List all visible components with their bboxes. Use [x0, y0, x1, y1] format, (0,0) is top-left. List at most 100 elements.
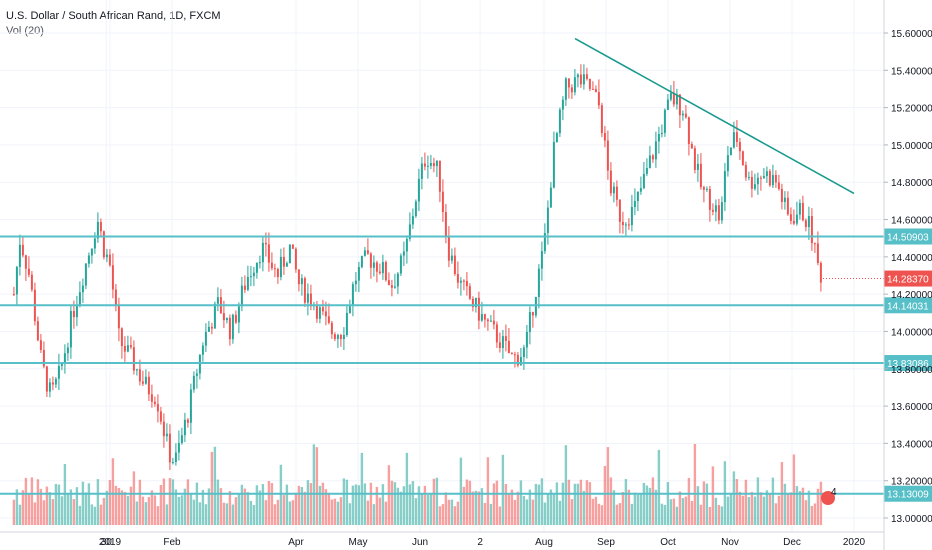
volume-bar [405, 452, 409, 525]
candle-body [483, 314, 486, 320]
volume-bar [81, 481, 85, 525]
candle-body [294, 248, 297, 270]
volume-bar [51, 499, 55, 525]
volume-bar [207, 488, 211, 525]
volume-bar [786, 493, 790, 525]
y-tick-label: 13.40000 [891, 439, 932, 450]
volume-bar [510, 489, 514, 525]
volume-bar [531, 499, 535, 525]
candle-body [519, 357, 522, 366]
volume-bar [771, 477, 775, 525]
candle-body [381, 262, 384, 274]
candle-body [291, 244, 294, 249]
volume-bars [12, 443, 823, 525]
candle-body [633, 201, 636, 208]
candle-body [537, 268, 540, 297]
volume-bar [657, 449, 661, 525]
volume-bar [666, 482, 670, 525]
y-tick-label: 13.20000 [891, 477, 932, 488]
level-label: 14.14031 [887, 301, 929, 312]
volume-bar [159, 485, 163, 525]
candle-body [69, 310, 72, 348]
volume-bar [141, 496, 145, 525]
candle-body [165, 433, 168, 437]
level-label: 13.13009 [887, 490, 929, 501]
volume-bar [150, 490, 154, 525]
volume-bar [618, 503, 622, 525]
level-label: 14.50903 [887, 233, 929, 244]
volume-bar [708, 506, 712, 525]
x-tick-label: Jun [412, 537, 428, 548]
volume-bar [384, 501, 388, 525]
candle-body [750, 176, 753, 189]
volume-bar [672, 498, 676, 525]
candle-body [786, 197, 789, 215]
candle-body [411, 216, 414, 225]
candle-body [387, 280, 390, 286]
volume-bar [438, 506, 442, 525]
volume-bar [795, 486, 799, 525]
trendline[interactable] [574, 37, 855, 195]
volume-bar [327, 492, 331, 525]
candle-body [579, 74, 582, 85]
volume-bar [357, 485, 361, 525]
last-price-badge [884, 270, 932, 287]
candle-body [111, 265, 114, 290]
candle-body [237, 306, 240, 323]
volume-bar [633, 492, 637, 525]
volume-bar [507, 493, 511, 525]
x-tick-label: Dec [783, 537, 801, 548]
candle-body [468, 286, 471, 299]
x-tick-label: Sep [597, 537, 615, 548]
price-axis: 15.60000 15.40000 15.20000 15.00000 14.80000… [883, 0, 932, 550]
volume-bar [87, 483, 91, 525]
candle-body [141, 381, 144, 384]
candle-body [27, 268, 30, 275]
candle-body [264, 242, 267, 245]
volume-bar [345, 479, 349, 525]
volume-bar [645, 485, 649, 525]
candle-body [714, 205, 717, 212]
volume-bar [606, 447, 610, 525]
level-badge [884, 297, 932, 314]
volume-bar [768, 494, 772, 525]
volume-bar [483, 502, 487, 525]
candle-body [159, 411, 162, 422]
candle-body [495, 324, 498, 343]
candle-body [360, 255, 363, 268]
candle-body [393, 286, 396, 288]
candle-body [270, 262, 273, 269]
volume-bar [57, 484, 61, 525]
volume-bar [501, 454, 505, 525]
volume-bar [654, 489, 658, 525]
candle-body [258, 262, 261, 264]
candle-body [816, 243, 819, 263]
candle-body [300, 278, 303, 285]
horizontal-levels[interactable]: 14.50903 14.14031 13.83086 13.13009 14.28370 [0, 228, 932, 502]
trendline-layer[interactable]: 4 [574, 37, 855, 505]
volume-bar [495, 480, 499, 525]
volume-bar [243, 488, 247, 525]
volume-bar [681, 498, 685, 525]
candle-body [321, 307, 324, 312]
candle-body [126, 345, 129, 352]
candle-body [408, 224, 411, 240]
volume-bar [759, 492, 763, 525]
candle-body [153, 401, 156, 404]
event-icon[interactable] [821, 491, 835, 505]
volume-bar [39, 488, 43, 525]
volume-bar [321, 482, 325, 525]
candle-body [477, 297, 480, 321]
volume-bar [711, 466, 715, 525]
volume-bar [642, 482, 646, 525]
volume-bar [288, 501, 292, 525]
candle-body [711, 209, 714, 212]
candle-body [243, 285, 246, 290]
candle-body [453, 255, 456, 275]
candle-body [39, 340, 42, 350]
candle-body [720, 202, 723, 221]
candle-body [261, 242, 264, 263]
candle-body [774, 175, 777, 183]
candle-body [609, 170, 612, 194]
